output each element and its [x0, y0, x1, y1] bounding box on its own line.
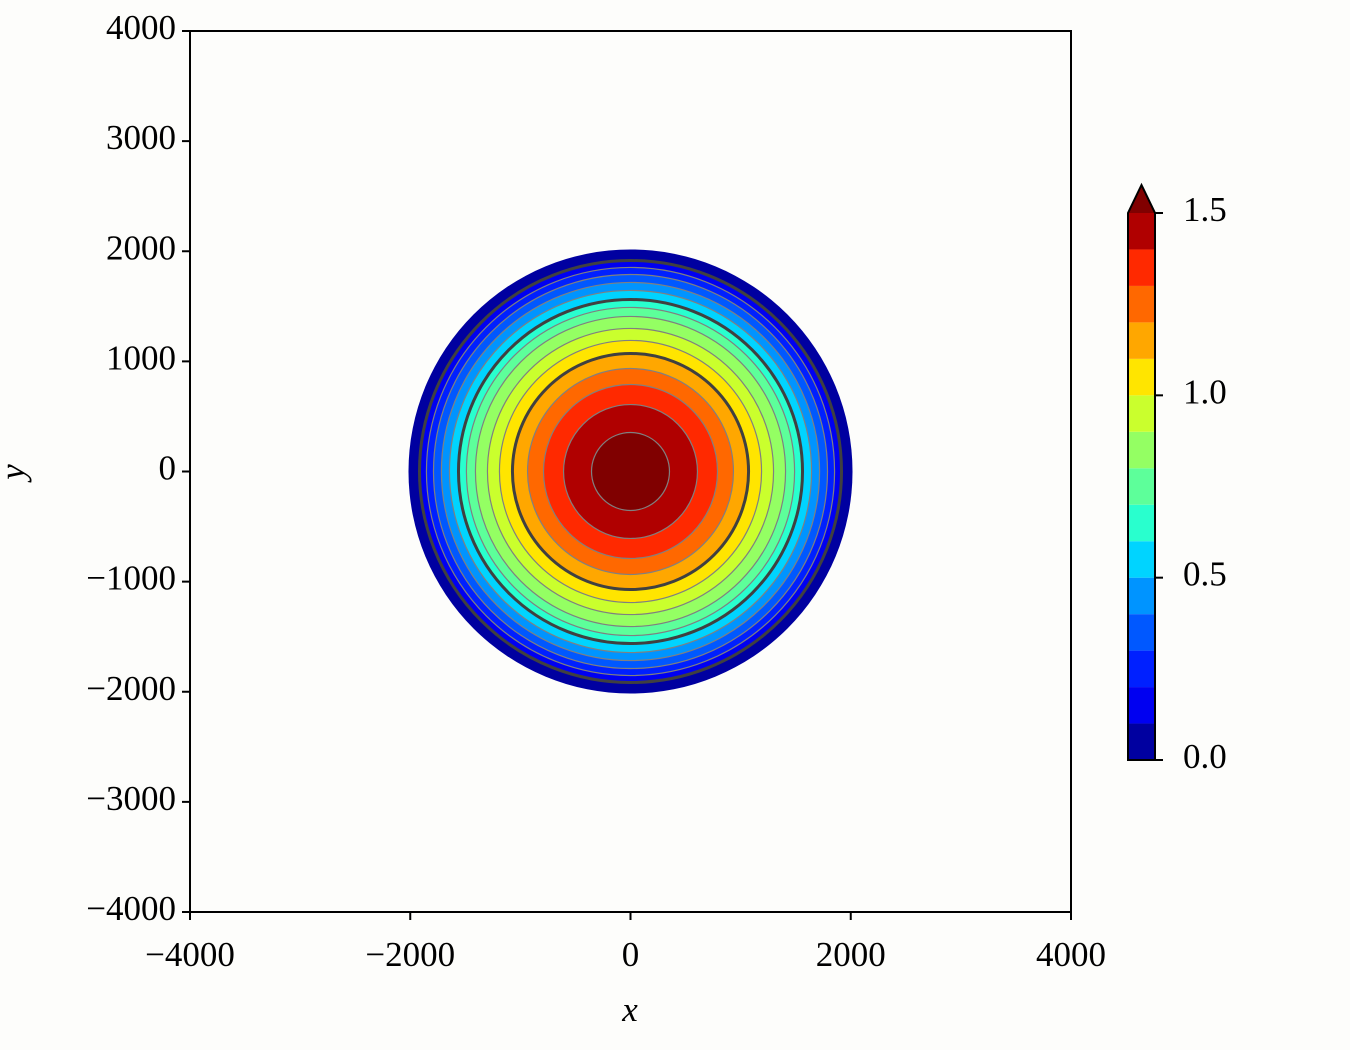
colorbar-band — [1128, 249, 1155, 286]
contour-line — [465, 306, 796, 637]
y-tick-label: −4000 — [86, 889, 176, 928]
contour-line — [542, 383, 719, 560]
colorbar-band — [1128, 358, 1155, 396]
contour-line — [486, 327, 775, 616]
colorbar-band — [1128, 577, 1155, 615]
colorbar-band — [1128, 395, 1155, 432]
contour-band — [591, 432, 670, 511]
contour-line — [456, 297, 805, 646]
x-tick-label: 0 — [622, 935, 640, 974]
y-axis-label: y — [0, 464, 32, 483]
colorbar-band — [1128, 650, 1155, 688]
colorbar-band — [1128, 431, 1155, 469]
colorbar-band — [1128, 322, 1155, 359]
y-tick-label: 2000 — [106, 228, 176, 267]
colorbar-tick-label: 0.0 — [1183, 737, 1227, 776]
colorbar-band — [1128, 614, 1155, 651]
y-tick-label: −2000 — [86, 669, 176, 708]
colorbar-band — [1128, 285, 1155, 323]
contour-line — [418, 259, 843, 684]
y-tick-label: 1000 — [106, 338, 176, 377]
contour-line — [562, 403, 699, 540]
y-tick-label: 4000 — [106, 8, 176, 47]
colorbar-tick-label: 1.0 — [1183, 372, 1227, 411]
x-tick-label: −2000 — [365, 935, 455, 974]
contour-line — [440, 281, 821, 662]
colorbar-band — [1128, 687, 1155, 724]
x-axis-label: x — [621, 990, 638, 1029]
contour-line — [590, 431, 671, 512]
y-tick-label: −3000 — [86, 779, 176, 818]
x-tick-label: 2000 — [816, 935, 886, 974]
x-tick-label: −4000 — [145, 935, 235, 974]
contour-line — [425, 266, 836, 677]
contour-line — [510, 351, 751, 592]
colorbar-extend — [1128, 185, 1155, 213]
colorbar-frame — [1127, 182, 1156, 761]
contour-line — [526, 367, 735, 576]
colorbar-band — [1128, 723, 1155, 760]
contour-line — [498, 339, 763, 604]
y-tick-label: 3000 — [106, 118, 176, 157]
x-tick-label: 4000 — [1036, 935, 1106, 974]
colorbar-band — [1128, 541, 1155, 578]
colorbar-tick-label: 1.5 — [1183, 190, 1227, 229]
contour-line — [474, 315, 787, 628]
y-tick-label: 0 — [159, 449, 177, 488]
contour-line — [432, 273, 829, 670]
colorbar-band — [1128, 504, 1155, 542]
contour-line — [448, 289, 813, 654]
colorbar-band — [1128, 213, 1155, 250]
y-tick-label: −1000 — [86, 559, 176, 598]
colorbar-band — [1128, 468, 1155, 505]
colorbar-tick-label: 0.5 — [1183, 555, 1227, 594]
